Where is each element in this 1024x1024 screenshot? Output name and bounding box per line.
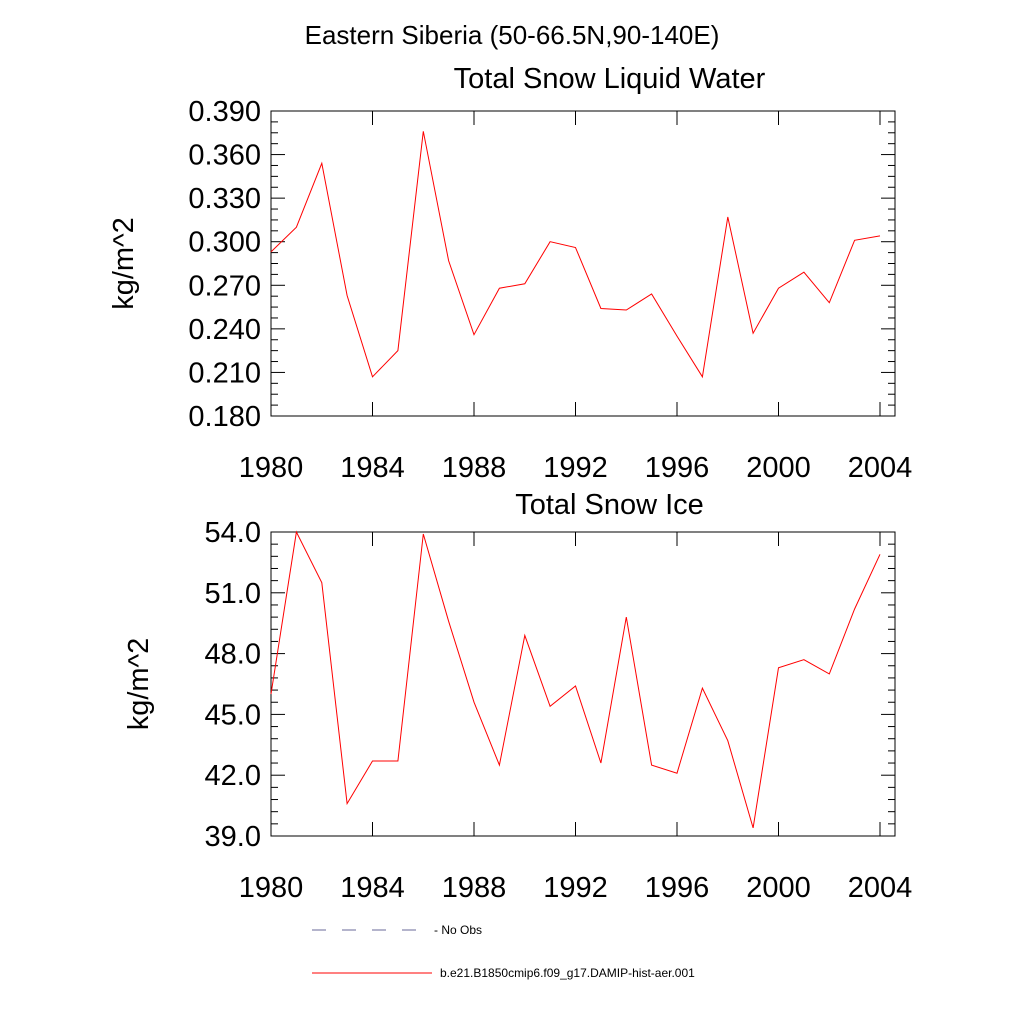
- y-tick-label: 51.0: [205, 578, 261, 610]
- y-tick-label: 0.390: [188, 96, 261, 128]
- chart-title: Total Snow Liquid Water: [454, 63, 766, 95]
- x-tick-label: 2000: [746, 872, 811, 904]
- chart-title: Total Snow Ice: [515, 489, 704, 521]
- y-axis-label: kg/m^2: [108, 217, 140, 310]
- y-tick-label: 0.330: [188, 183, 261, 215]
- x-tick-label: 1980: [239, 452, 304, 484]
- y-tick-label: 0.360: [188, 140, 261, 172]
- series-line: [270, 131, 881, 379]
- legend-label-no-obs: - No Obs: [434, 923, 482, 937]
- x-tick-label: 1984: [340, 452, 405, 484]
- x-tick-label: 2004: [848, 872, 913, 904]
- y-tick-label: 45.0: [205, 699, 261, 731]
- x-tick-label: 1996: [645, 452, 710, 484]
- y-axis-label: kg/m^2: [123, 638, 155, 731]
- y-tick-label: 0.240: [188, 314, 261, 346]
- x-tick-label: 1988: [442, 452, 507, 484]
- y-tick-label: 0.270: [188, 270, 261, 302]
- x-tick-label: 1996: [645, 872, 710, 904]
- y-tick-label: 42.0: [205, 760, 261, 792]
- plot-frame: [270, 110, 896, 417]
- y-tick-label: 39.0: [205, 821, 261, 853]
- x-tick-label: 1992: [543, 872, 608, 904]
- panel-snow-ice: Total Snow Ice kg/m^2 39.0 42.0 45.0 48.0 51.0…: [123, 489, 912, 904]
- legend: - No Obs b.e21.B1850cmip6.f09_g17.DAMIP-…: [312, 923, 695, 980]
- y-tick-label: 0.180: [188, 401, 261, 433]
- plot-frame: [270, 531, 896, 837]
- y-tick-label: 54.0: [205, 517, 261, 549]
- figure-title: Eastern Siberia (50-66.5N,90-140E): [305, 20, 720, 50]
- x-tick-label: 2004: [848, 452, 913, 484]
- y-tick-label: 0.300: [188, 227, 261, 259]
- panel-snow-liquid-water: Total Snow Liquid Water kg/m^2 0.180 0.210 0…: [108, 63, 912, 484]
- x-tick-label: 1980: [239, 872, 304, 904]
- y-tick-label: 0.210: [188, 357, 261, 389]
- legend-label-model-run: b.e21.B1850cmip6.f09_g17.DAMIP-hist-aer.…: [440, 966, 695, 980]
- x-tick-label: 1984: [340, 872, 405, 904]
- y-tick-label: 48.0: [205, 639, 261, 671]
- x-tick-label: 1988: [442, 872, 507, 904]
- x-tick-label: 2000: [746, 452, 811, 484]
- series-line: [270, 530, 881, 829]
- x-tick-label: 1992: [543, 452, 608, 484]
